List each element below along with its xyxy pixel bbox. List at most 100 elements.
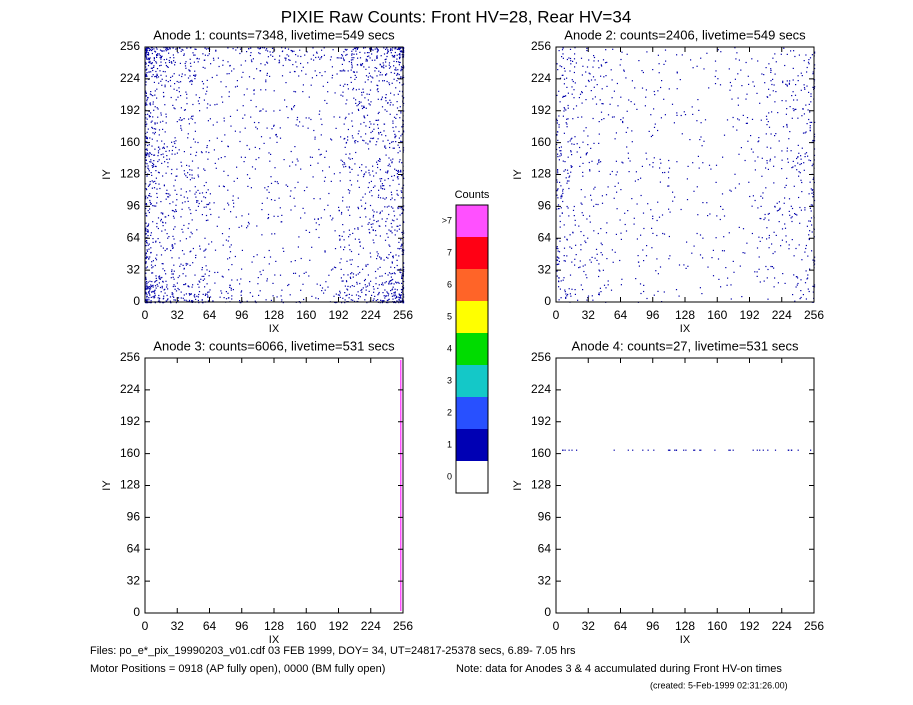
- count-pixel: [297, 55, 299, 57]
- count-pixel: [563, 277, 565, 279]
- count-pixel: [382, 185, 384, 187]
- count-pixel: [627, 449, 629, 451]
- count-pixel: [261, 209, 263, 211]
- colorbar-swatch: [456, 397, 488, 429]
- count-pixel: [236, 109, 238, 111]
- count-pixel: [366, 59, 368, 61]
- count-pixel: [295, 61, 297, 63]
- count-pixel: [660, 162, 662, 164]
- count-pixel: [368, 228, 370, 231]
- count-pixel: [811, 231, 813, 233]
- count-pixel: [191, 286, 193, 288]
- count-pixel: [152, 296, 154, 298]
- count-pixel: [154, 289, 156, 291]
- count-pixel: [627, 127, 629, 129]
- count-pixel: [339, 296, 341, 298]
- count-pixel: [279, 274, 282, 276]
- count-pixel: [153, 128, 155, 130]
- count-pixel: [371, 226, 373, 228]
- count-pixel: [662, 232, 664, 235]
- count-pixel: [214, 104, 216, 106]
- count-pixel: [558, 257, 560, 259]
- count-pixel: [741, 296, 743, 298]
- count-pixel: [179, 265, 181, 267]
- count-pixel: [814, 67, 816, 70]
- count-pixel: [328, 274, 330, 276]
- count-pixel: [793, 50, 795, 52]
- count-pixel: [388, 64, 390, 66]
- count-pixel: [328, 192, 330, 195]
- count-pixel: [146, 294, 148, 296]
- count-pixel: [563, 110, 565, 112]
- count-pixel: [397, 194, 399, 196]
- count-pixel: [770, 265, 772, 268]
- count-pixel: [174, 142, 176, 145]
- count-pixel: [400, 171, 402, 173]
- count-pixel: [234, 86, 237, 88]
- count-pixel: [352, 232, 354, 234]
- count-pixel: [557, 248, 559, 250]
- count-pixel: [153, 57, 155, 59]
- count-pixel: [268, 191, 270, 193]
- count-pixel: [572, 209, 575, 211]
- count-pixel: [263, 47, 265, 49]
- count-pixel: [366, 52, 369, 54]
- count-pixel: [396, 218, 398, 220]
- count-pixel: [737, 118, 739, 120]
- count-pixel: [557, 188, 559, 190]
- count-pixel: [372, 165, 374, 167]
- count-pixel: [204, 169, 206, 171]
- count-pixel: [257, 277, 259, 279]
- count-pixel: [166, 146, 168, 148]
- count-pixel: [325, 150, 327, 152]
- count-pixel: [354, 142, 356, 144]
- count-pixel: [351, 63, 353, 65]
- count-pixel: [370, 223, 372, 225]
- count-pixel: [267, 217, 270, 219]
- count-pixel: [196, 200, 198, 202]
- count-pixel: [221, 233, 224, 235]
- count-pixel: [194, 75, 196, 77]
- count-pixel: [641, 165, 643, 167]
- count-pixel: [162, 268, 164, 270]
- count-pixel: [157, 76, 160, 78]
- count-pixel: [317, 218, 319, 220]
- count-pixel: [569, 293, 571, 295]
- count-pixel: [373, 242, 375, 244]
- count-pixel: [611, 170, 613, 173]
- count-pixel: [770, 69, 772, 71]
- count-pixel: [206, 203, 208, 206]
- count-pixel: [395, 135, 397, 137]
- count-pixel: [390, 159, 392, 161]
- count-pixel: [232, 199, 234, 201]
- count-pixel: [581, 212, 583, 214]
- count-pixel: [373, 298, 375, 300]
- count-pixel: [209, 118, 211, 120]
- count-pixel: [146, 236, 148, 239]
- count-pixel: [336, 73, 338, 75]
- count-pixel: [790, 449, 792, 451]
- count-pixel: [606, 61, 608, 63]
- count-pixel: [297, 160, 299, 162]
- count-pixel: [151, 120, 153, 122]
- count-pixel: [145, 257, 147, 260]
- count-pixel: [172, 201, 174, 203]
- count-pixel: [148, 243, 150, 245]
- count-pixel: [145, 195, 147, 197]
- count-pixel: [559, 240, 561, 242]
- count-pixel: [221, 96, 223, 98]
- count-pixel: [172, 47, 174, 49]
- count-pixel: [403, 197, 405, 199]
- count-pixel: [738, 226, 740, 228]
- count-pixel: [235, 216, 237, 218]
- count-pixel: [400, 169, 402, 171]
- count-pixel: [750, 135, 752, 137]
- count-pixel: [165, 47, 167, 49]
- count-pixel: [173, 299, 175, 301]
- count-pixel: [770, 68, 772, 70]
- count-pixel: [722, 208, 724, 210]
- count-pixel: [772, 78, 774, 80]
- count-pixel: [154, 285, 157, 287]
- count-pixel: [392, 298, 394, 300]
- count-pixel: [195, 154, 197, 157]
